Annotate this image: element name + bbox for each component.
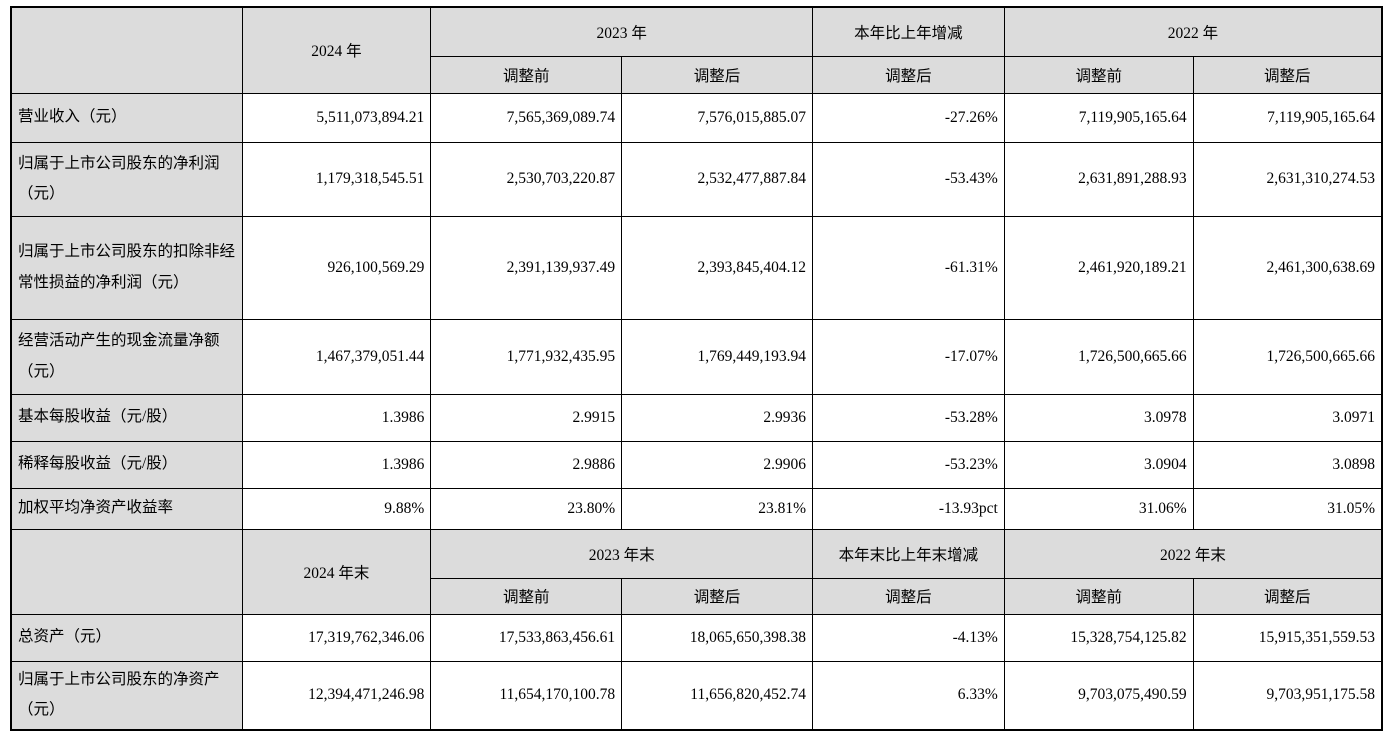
cell-2023-post: 2.9906 [621, 440, 813, 489]
cell-change: -13.93pct [811, 487, 1005, 530]
col-header-2024-end: 2024 年末 [241, 528, 432, 615]
subheader-2023-post: 调整后 [621, 55, 813, 94]
cell-2024: 12,394,471,246.98 [241, 660, 432, 731]
cell-2022-pre: 1,726,500,665.66 [1003, 318, 1194, 395]
cell-2022-pre: 2,631,891,288.93 [1003, 141, 1194, 217]
cell-change: -53.43% [811, 141, 1005, 217]
subheader-change-end-post: 调整后 [811, 577, 1005, 615]
cell-change: -61.31% [811, 215, 1005, 320]
subheader-change-post: 调整后 [811, 55, 1005, 94]
cell-2022-post: 7,119,905,165.64 [1192, 92, 1383, 143]
subheader-2022-pre: 调整前 [1003, 55, 1194, 94]
cell-2024: 1,467,379,051.44 [241, 318, 432, 395]
cell-2023-post: 2.9936 [621, 393, 813, 442]
col-header-2022-end: 2022 年末 [1003, 528, 1383, 579]
table-row-operating-cash-flow: 经营活动产生的现金流量净额（元） 1,467,379,051.44 1,771,… [10, 318, 1383, 395]
col-header-change-end: 本年末比上年末增减 [811, 528, 1005, 579]
cell-2023-post: 18,065,650,398.38 [621, 613, 813, 662]
row-label: 基本每股收益（元/股） [10, 393, 243, 442]
cell-2022-pre: 9,703,075,490.59 [1003, 660, 1194, 731]
subheader-row-annual: 调整前 调整后 调整后 调整前 调整后 [11, 55, 1383, 94]
row-label: 加权平均净资产收益率 [10, 487, 243, 530]
col-header-2024: 2024 年 [241, 6, 432, 94]
row-label: 经营活动产生的现金流量净额（元） [10, 318, 243, 395]
cell-change: -53.28% [811, 393, 1005, 442]
cell-2023-post: 11,656,820,452.74 [621, 660, 813, 731]
subheader-2023-pre: 调整前 [430, 55, 623, 94]
col-header-2023: 2023 年 [430, 6, 813, 57]
cell-2022-pre: 7,119,905,165.64 [1003, 92, 1194, 143]
cell-2023-post: 2,532,477,887.84 [621, 141, 813, 217]
table-row-basic-eps: 基本每股收益（元/股） 1.3986 2.9915 2.9936 -53.28%… [10, 393, 1383, 442]
cell-2023-pre: 2.9915 [430, 393, 623, 442]
header-row-annual: 2024 年 2023 年 本年比上年增减 2022 年 [10, 6, 1383, 94]
table-row-weighted-roe: 加权平均净资产收益率 9.88% 23.80% 23.81% -13.93pct… [10, 487, 1383, 530]
cell-2022-pre: 31.06% [1003, 487, 1194, 530]
cell-2022-post: 9,703,951,175.58 [1192, 660, 1383, 731]
table-row-total-assets: 总资产（元） 17,319,762,346.06 17,533,863,456.… [10, 613, 1383, 662]
cell-2023-post: 2,393,845,404.12 [621, 215, 813, 320]
cell-2023-post: 23.81% [621, 487, 813, 530]
row-label: 稀释每股收益（元/股） [10, 440, 243, 489]
cell-2024: 5,511,073,894.21 [241, 92, 432, 143]
subheader-2022-end-post: 调整后 [1192, 577, 1383, 615]
table-row-net-assets: 归属于上市公司股东的净资产（元） 12,394,471,246.98 11,65… [10, 660, 1383, 731]
row-label: 总资产（元） [10, 613, 243, 662]
corner-cell-annual [10, 6, 243, 94]
cell-2022-post: 31.05% [1192, 487, 1383, 530]
cell-2023-pre: 2.9886 [430, 440, 623, 489]
cell-2023-pre: 11,654,170,100.78 [430, 660, 623, 731]
cell-2024: 1.3986 [241, 440, 432, 489]
subheader-2022-post: 调整后 [1192, 55, 1383, 94]
subheader-2023-end-pre: 调整前 [430, 577, 623, 615]
cell-2022-pre: 2,461,920,189.21 [1003, 215, 1194, 320]
cell-2024: 1.3986 [241, 393, 432, 442]
cell-2022-post: 3.0971 [1192, 393, 1383, 442]
col-header-2023-end: 2023 年末 [430, 528, 813, 579]
cell-change: -27.26% [811, 92, 1005, 143]
cell-2023-pre: 2,530,703,220.87 [430, 141, 623, 217]
cell-2022-pre: 3.0978 [1003, 393, 1194, 442]
table-row-deducted-net-profit: 归属于上市公司股东的扣除非经常性损益的净利润（元） 926,100,569.29… [10, 215, 1383, 320]
table-row-revenue: 营业收入（元） 5,511,073,894.21 7,565,369,089.7… [10, 92, 1383, 143]
subheader-2022-end-pre: 调整前 [1003, 577, 1194, 615]
cell-2024: 9.88% [241, 487, 432, 530]
col-header-2022: 2022 年 [1003, 6, 1383, 57]
cell-2022-post: 1,726,500,665.66 [1192, 318, 1383, 395]
cell-2024: 926,100,569.29 [241, 215, 432, 320]
cell-change: 6.33% [811, 660, 1005, 731]
row-label: 归属于上市公司股东的净资产（元） [10, 660, 243, 731]
col-header-change: 本年比上年增减 [811, 6, 1005, 57]
cell-2023-pre: 7,565,369,089.74 [430, 92, 623, 143]
cell-change: -4.13% [811, 613, 1005, 662]
cell-2023-pre: 2,391,139,937.49 [430, 215, 623, 320]
cell-2022-post: 2,631,310,274.53 [1192, 141, 1383, 217]
cell-change: -53.23% [811, 440, 1005, 489]
subheader-2023-end-post: 调整后 [621, 577, 813, 615]
row-label: 归属于上市公司股东的净利润（元） [10, 141, 243, 217]
cell-2024: 17,319,762,346.06 [241, 613, 432, 662]
financial-indicators-table: 2024 年 2023 年 本年比上年增减 2022 年 调整前 调整后 调整后… [10, 6, 1383, 731]
cell-2022-post: 3.0898 [1192, 440, 1383, 489]
cell-2022-post: 2,461,300,638.69 [1192, 215, 1383, 320]
cell-2023-pre: 17,533,863,456.61 [430, 613, 623, 662]
cell-2023-pre: 23.80% [430, 487, 623, 530]
table-row-diluted-eps: 稀释每股收益（元/股） 1.3986 2.9886 2.9906 -53.23%… [10, 440, 1383, 489]
cell-2022-pre: 3.0904 [1003, 440, 1194, 489]
cell-2022-pre: 15,328,754,125.82 [1003, 613, 1194, 662]
cell-change: -17.07% [811, 318, 1005, 395]
row-label: 归属于上市公司股东的扣除非经常性损益的净利润（元） [10, 215, 243, 320]
subheader-row-yearend: 调整前 调整后 调整后 调整前 调整后 [11, 577, 1383, 615]
header-row-yearend: 2024 年末 2023 年末 本年末比上年末增减 2022 年末 [10, 528, 1383, 615]
cell-2023-pre: 1,771,932,435.95 [430, 318, 623, 395]
cell-2024: 1,179,318,545.51 [241, 141, 432, 217]
row-label: 营业收入（元） [10, 92, 243, 143]
cell-2022-post: 15,915,351,559.53 [1192, 613, 1383, 662]
cell-2023-post: 1,769,449,193.94 [621, 318, 813, 395]
table-row-net-profit: 归属于上市公司股东的净利润（元） 1,179,318,545.51 2,530,… [10, 141, 1383, 217]
cell-2023-post: 7,576,015,885.07 [621, 92, 813, 143]
corner-cell-yearend [10, 528, 243, 615]
